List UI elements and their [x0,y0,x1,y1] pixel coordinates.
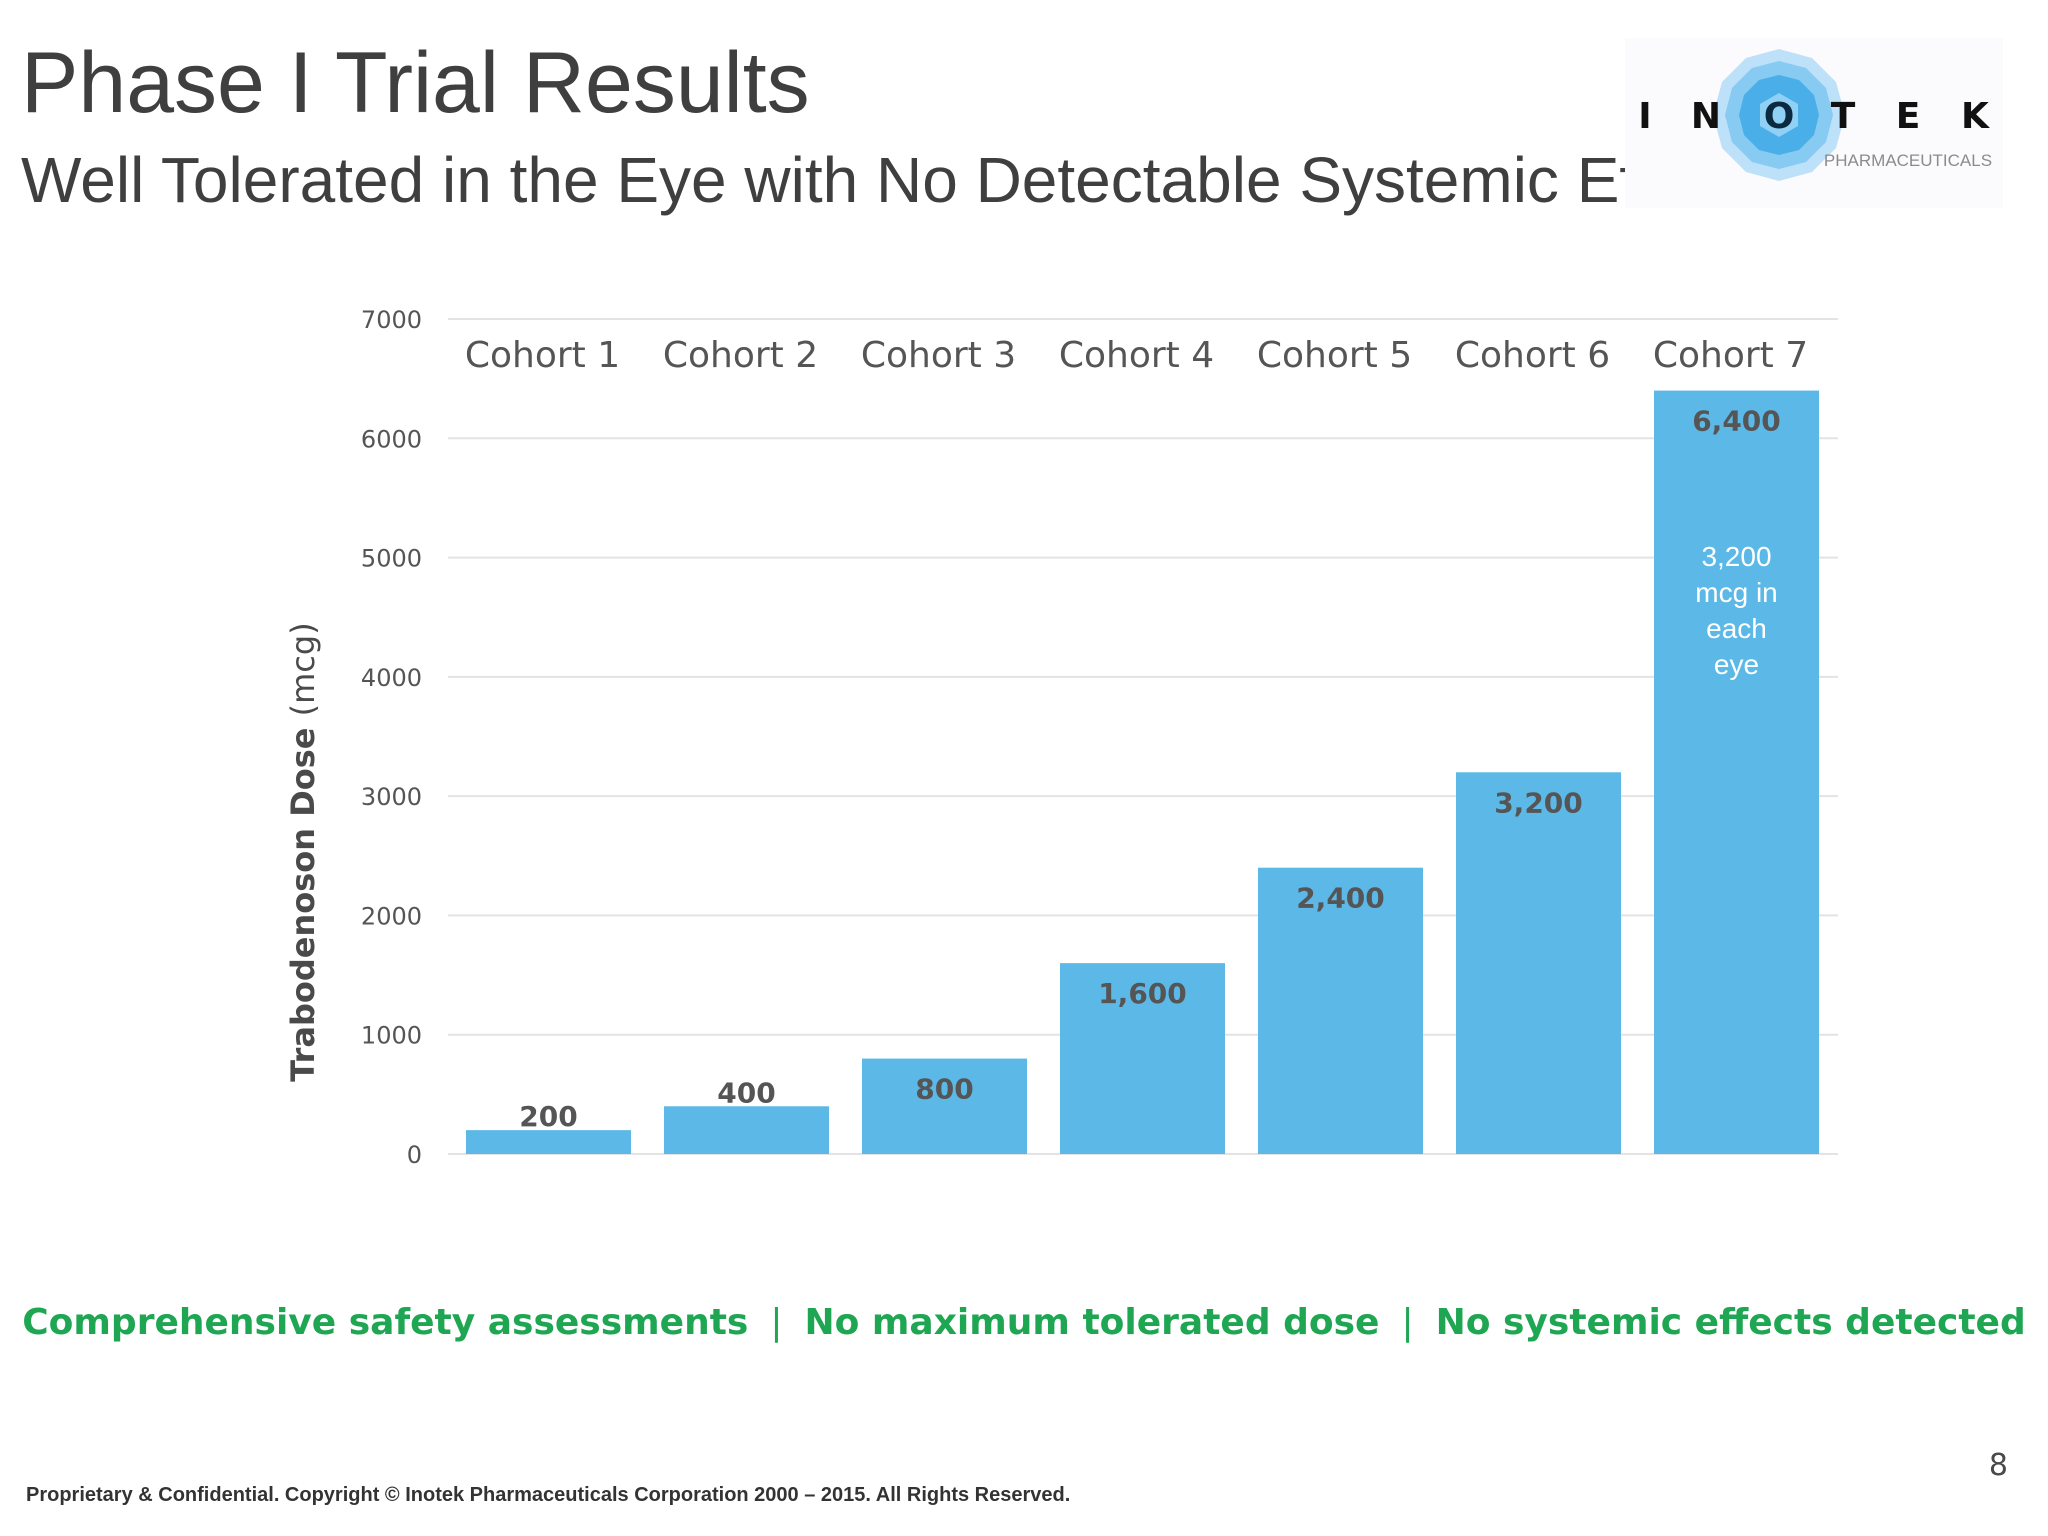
value-label: 1,600 [1098,977,1187,1010]
tagline-no-systemic: No systemic effects detected [1435,1302,2026,1343]
y-tick-label: 3000 [361,783,422,811]
category-label: Cohort 2 [663,335,818,376]
annotation-line: each [1706,613,1767,644]
y-tick-label: 5000 [361,545,422,573]
bar [664,1106,829,1154]
tagline-no-mtd: No maximum tolerated dose [804,1302,1380,1343]
value-labels: 200 400 800 1,600 2,400 3,200 6,400 [519,405,1781,1134]
bar [466,1130,631,1154]
y-tick-label: 6000 [361,425,422,453]
value-label: 200 [519,1100,577,1133]
bar-annotation: 3,200 mcg in each eye [1695,541,1777,680]
value-label: 6,400 [1692,405,1781,438]
category-label: Cohort 3 [861,335,1016,376]
logo-letter: E [1896,96,1921,137]
y-axis-label: Trabodenoson Dose (mcg) [284,622,322,1081]
slide-title: Phase I Trial Results [21,35,810,131]
y-axis-title-unit: (mcg) [284,622,322,716]
logo-tagline: PHARMACEUTICALS [1824,151,1992,170]
tagline-separator: | [1401,1302,1414,1343]
y-axis-ticks: 0 1000 2000 3000 4000 5000 6000 7000 [361,306,422,1169]
bar [1258,867,1423,1154]
bar [862,1058,1027,1154]
annotation-line: mcg in [1695,577,1777,608]
y-tick-label: 7000 [361,306,422,334]
value-label: 2,400 [1296,882,1385,915]
category-label: Cohort 4 [1059,335,1214,376]
bar [1456,772,1621,1154]
bar [1060,963,1225,1154]
logo-letter: O [1764,96,1795,137]
annotation-line: eye [1714,649,1759,680]
copyright-footer: Proprietary & Confidential. Copyright © … [26,1484,1071,1506]
dose-bar-chart: 0 1000 2000 3000 4000 5000 6000 7000 Trabodenos… [284,306,1838,1169]
y-tick-label: 0 [407,1141,422,1169]
value-label: 800 [915,1073,973,1106]
y-tick-label: 4000 [361,664,422,692]
annotation-line: 3,200 [1701,541,1771,572]
logo-letter: N [1691,96,1721,137]
y-tick-label: 1000 [361,1022,422,1050]
page-number: 8 [1988,1448,2008,1483]
category-label: Cohort 7 [1653,335,1808,376]
y-axis-title: Trabodenoson Dose (mcg) [284,622,322,1081]
value-label: 400 [717,1076,775,1109]
y-axis-title-main: Trabodenoson Dose [284,716,322,1081]
slide-subtitle: Well Tolerated in the Eye with No Detect… [21,144,1772,216]
value-label: 3,200 [1494,786,1583,819]
y-tick-label: 2000 [361,902,422,930]
logo-letter: K [1961,96,1990,137]
category-label: Cohort 5 [1257,335,1412,376]
tagline-separator: | [770,1302,783,1343]
category-label: Cohort 6 [1455,335,1610,376]
logo-flower-icon [1713,49,1845,181]
bar [1654,390,1819,1155]
category-labels: Cohort 1 Cohort 2 Cohort 3 Cohort 4 Cohort 5… [465,335,1808,376]
tagline-safety: Comprehensive safety assessments [22,1302,749,1343]
bars [466,390,1819,1155]
logo-letter: T [1831,96,1856,137]
logo-letter: I [1638,96,1651,137]
key-findings: Comprehensive safety assessments | No ma… [0,1302,2048,1343]
category-label: Cohort 1 [465,335,620,376]
